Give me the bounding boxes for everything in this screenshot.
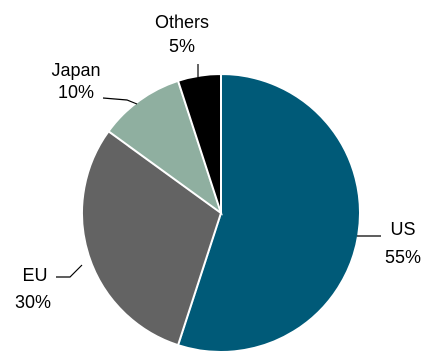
slice-label-others: Others: [155, 12, 209, 32]
leader-line-japan: [102, 97, 138, 105]
slice-value-others: 5%: [169, 36, 195, 56]
slice-value-us: 55%: [385, 247, 421, 267]
leader-lines: [56, 64, 381, 278]
slice-label-japan: Japan: [51, 60, 100, 80]
pie-slice-others: [176, 72, 222, 214]
slice-label-us: US: [390, 219, 415, 239]
slice-value-eu: 30%: [15, 292, 51, 312]
pie-slice-us: [176, 72, 361, 352]
pie-slices: [81, 72, 361, 352]
pie-slice-japan: [107, 79, 223, 216]
leader-line-others: [197, 64, 213, 79]
slice-value-japan: 10%: [58, 82, 94, 102]
slice-label-eu: EU: [22, 265, 47, 285]
pie-slice-eu: [81, 129, 223, 347]
leader-line-eu: [56, 264, 83, 278]
